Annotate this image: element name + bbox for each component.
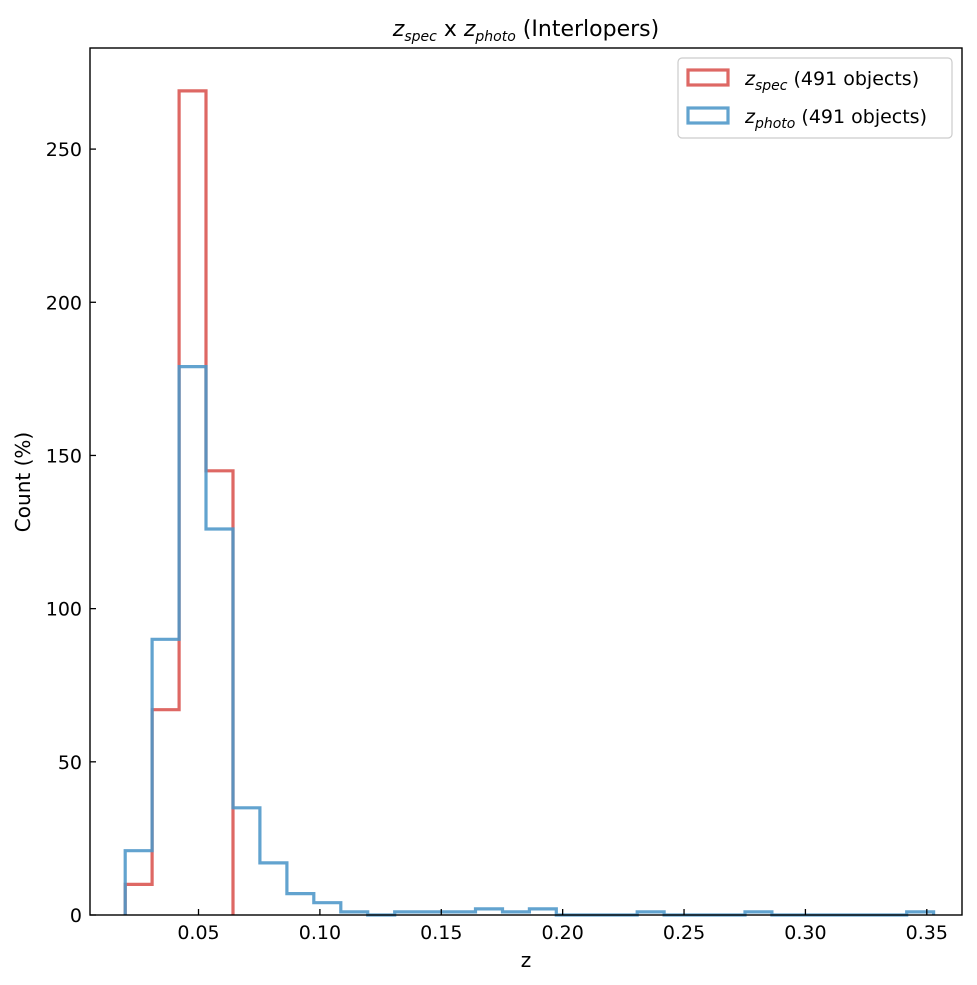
x-tick-label: 0.20 xyxy=(542,922,584,944)
x-axis-label: z xyxy=(521,948,532,972)
text-part: (491 objects) xyxy=(795,106,927,128)
plot-frame xyxy=(89,47,963,916)
y-tick-label: 150 xyxy=(46,445,82,467)
chart-title: zspec x zphoto (Interlopers) xyxy=(392,17,659,45)
y-tick-label: 50 xyxy=(58,752,82,774)
text-part: z xyxy=(463,17,476,42)
y-tick-label: 0 xyxy=(70,905,82,927)
y-axis-label: Count (%) xyxy=(11,432,35,532)
y-tick-label: 200 xyxy=(46,292,82,314)
text-part: z xyxy=(392,17,405,42)
text-part: (Interlopers) xyxy=(516,17,659,42)
y-axis: 0 50 100 150 200 250 xyxy=(46,139,96,927)
text-part: photo xyxy=(474,29,515,45)
x-tick-label: 0.30 xyxy=(784,922,826,944)
x-tick-label: 0.10 xyxy=(299,922,341,944)
text-part: spec xyxy=(755,78,788,94)
x-tick-label: 0.25 xyxy=(663,922,705,944)
text-part: z xyxy=(744,106,756,128)
plot-area xyxy=(123,89,936,917)
text-part: (491 objects) xyxy=(787,68,919,90)
y-tick-label: 100 xyxy=(46,599,82,621)
x-axis: 0.05 0.10 0.15 0.20 0.25 0.30 0.35 xyxy=(177,909,948,944)
legend-label: zspec (491 objects) xyxy=(744,68,919,94)
legend-box xyxy=(677,57,953,139)
legend-swatch xyxy=(686,68,730,87)
legend-swatch xyxy=(686,106,730,125)
text-part: spec xyxy=(404,29,437,45)
text-part: x xyxy=(437,17,464,42)
histogram-series-1 xyxy=(123,365,936,917)
text-part: z xyxy=(744,68,756,90)
legend: zspec (491 objects)zphoto (491 objects) xyxy=(677,57,953,139)
legend-label: zphoto (491 objects) xyxy=(744,106,927,132)
x-tick-label: 0.35 xyxy=(906,922,948,944)
x-tick-label: 0.15 xyxy=(420,922,462,944)
text-part: photo xyxy=(754,116,795,132)
x-tick-label: 0.05 xyxy=(177,922,219,944)
y-tick-label: 250 xyxy=(46,139,82,161)
